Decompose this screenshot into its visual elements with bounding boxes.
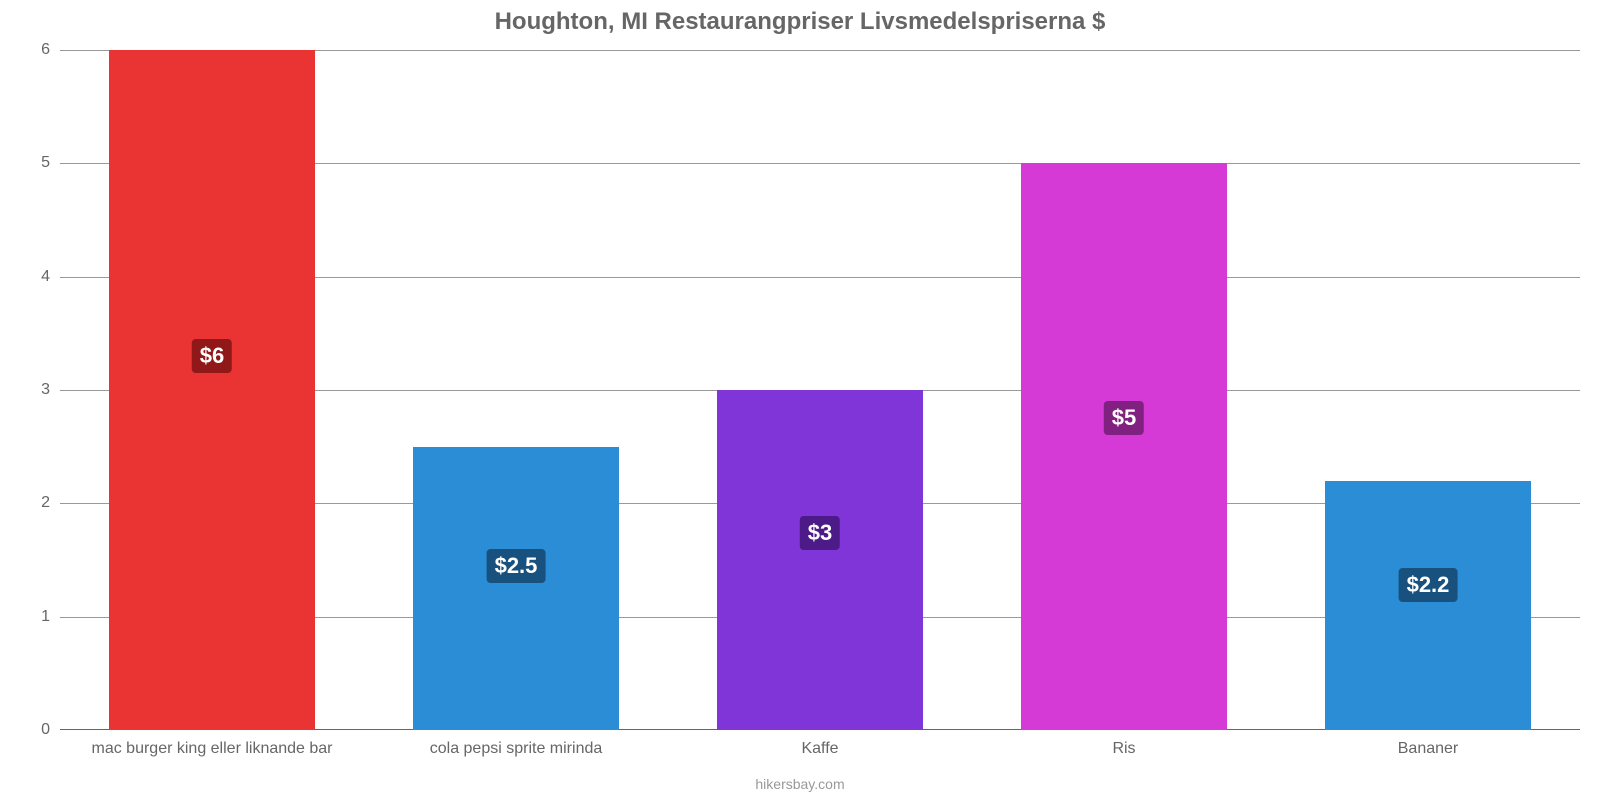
bar: [1021, 163, 1228, 730]
bar-value-label: $2.2: [1399, 568, 1458, 602]
bar-value-label: $6: [192, 339, 232, 373]
price-bar-chart: Houghton, MI Restaurangpriser Livsmedels…: [0, 0, 1600, 800]
bar: [717, 390, 924, 730]
y-tick-label: 2: [41, 494, 60, 512]
bar-value-label: $3: [800, 516, 840, 550]
x-tick-label: Bananer: [1398, 730, 1459, 758]
chart-footer: hikersbay.com: [0, 776, 1600, 792]
y-tick-label: 6: [41, 41, 60, 59]
bar-value-label: $2.5: [487, 549, 546, 583]
plot-area: 0123456$6mac burger king eller liknande …: [60, 50, 1580, 730]
bar-value-label: $5: [1104, 401, 1144, 435]
y-tick-label: 1: [41, 608, 60, 626]
chart-title: Houghton, MI Restaurangpriser Livsmedels…: [0, 8, 1600, 36]
x-tick-label: Ris: [1112, 730, 1135, 758]
y-tick-label: 3: [41, 381, 60, 399]
y-tick-label: 4: [41, 268, 60, 286]
y-tick-label: 5: [41, 154, 60, 172]
bar: [413, 447, 620, 730]
y-tick-label: 0: [41, 721, 60, 739]
x-tick-label: Kaffe: [801, 730, 838, 758]
x-tick-label: cola pepsi sprite mirinda: [430, 730, 603, 758]
x-tick-label: mac burger king eller liknande bar: [91, 730, 332, 758]
bar: [109, 50, 316, 730]
bar: [1325, 481, 1532, 730]
